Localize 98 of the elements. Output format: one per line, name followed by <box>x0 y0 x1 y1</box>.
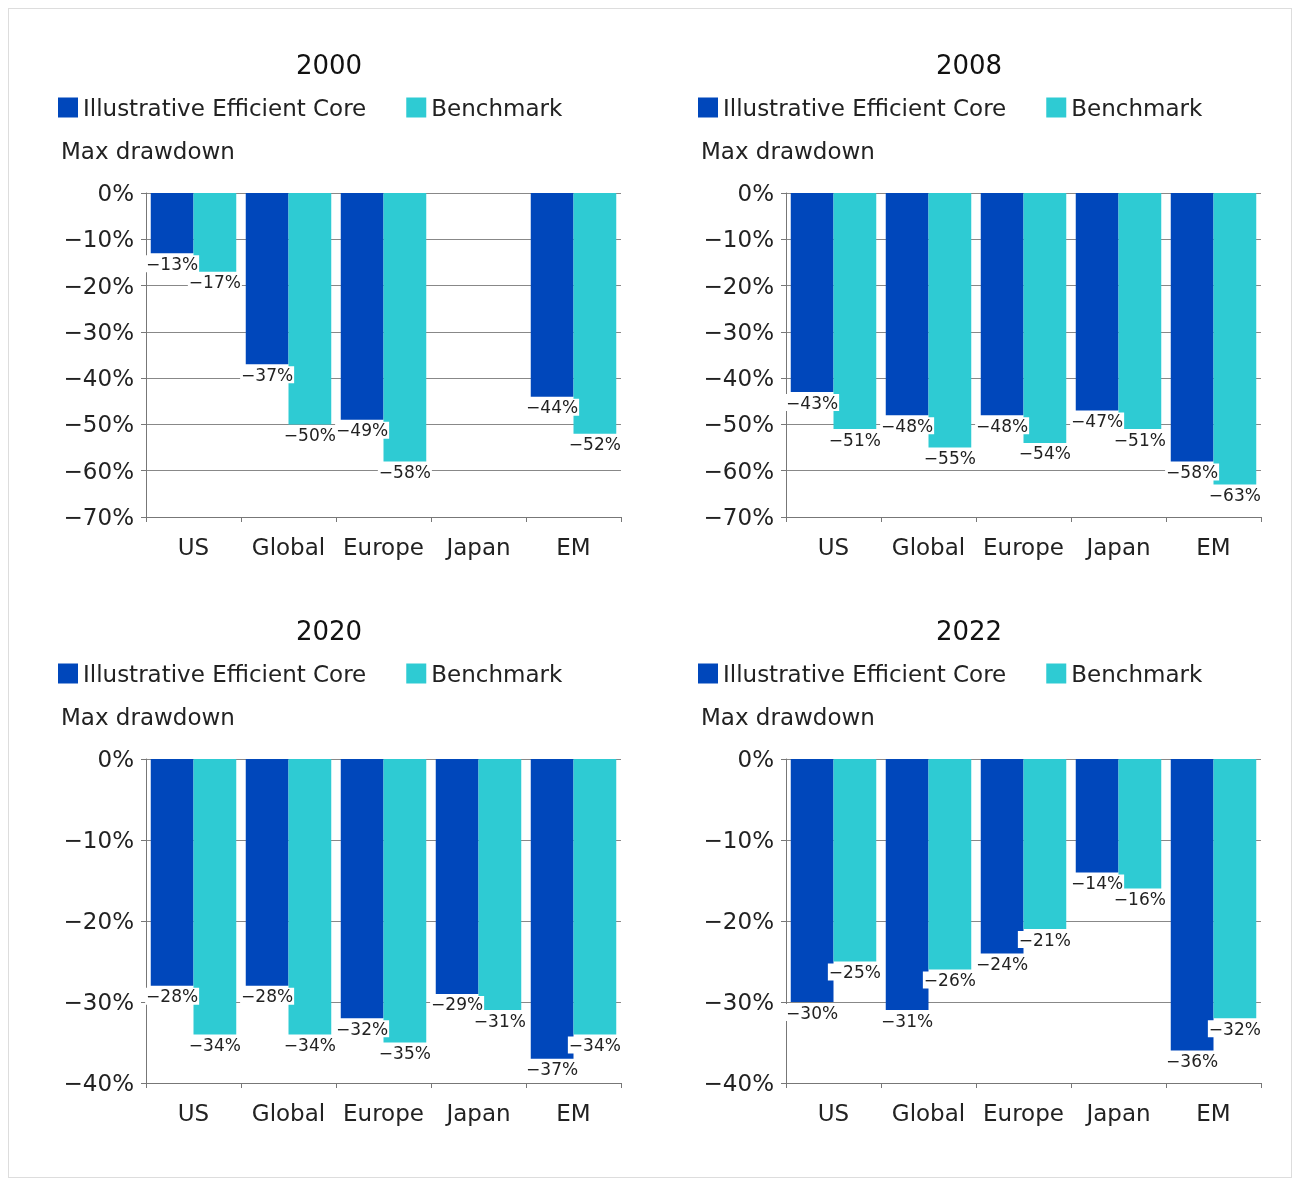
legend-label: Illustrative Efficient Core <box>83 94 367 121</box>
y-tick-label: −70% <box>63 504 134 530</box>
y-axis-title: Max drawdown <box>701 137 875 164</box>
legend-label: Benchmark <box>1071 94 1203 121</box>
y-tick-label: −60% <box>63 457 134 484</box>
x-tick-label: Global <box>891 1099 966 1126</box>
x-tick-label: US <box>817 533 850 560</box>
chart-title: 2022 <box>935 616 1003 646</box>
data-label: −48% <box>976 415 1029 436</box>
chart-title: 2000 <box>295 50 363 80</box>
data-label: −36% <box>1166 1051 1219 1072</box>
x-tick-label: Japan <box>444 1099 511 1126</box>
data-label: −14% <box>1071 872 1124 893</box>
data-label: −37% <box>526 1059 579 1080</box>
data-label: −52% <box>568 434 621 455</box>
data-label: −43% <box>786 392 839 413</box>
data-label: −47% <box>1071 411 1124 432</box>
legend-label: Illustrative Efficient Core <box>83 660 367 687</box>
data-label: −34% <box>283 1034 336 1055</box>
legend-label: Benchmark <box>431 660 563 687</box>
x-tick-label: Europe <box>343 533 424 560</box>
chart-title: 2008 <box>935 50 1003 80</box>
y-tick-label: −50% <box>63 411 134 438</box>
y-tick-label: −40% <box>703 1070 774 1096</box>
y-tick-label: −40% <box>703 365 774 392</box>
y-tick-label: 0% <box>97 746 134 772</box>
data-label: −31% <box>881 1010 934 1031</box>
data-label: −13% <box>146 253 199 274</box>
x-tick-label: Japan <box>444 533 511 560</box>
y-tick-label: −30% <box>703 989 774 1015</box>
data-label: −44% <box>526 397 579 418</box>
data-label: −28% <box>146 986 199 1007</box>
data-label: −21% <box>1018 929 1071 950</box>
data-label: −24% <box>976 953 1029 974</box>
data-label: −35% <box>378 1043 431 1063</box>
x-tick-label: EM <box>556 1099 591 1126</box>
y-tick-label: −10% <box>703 827 774 853</box>
y-tick-label: −20% <box>63 908 134 934</box>
legend-label: Illustrative Efficient Core <box>723 94 1007 121</box>
data-label: −50% <box>283 424 336 445</box>
data-label: −32% <box>336 1018 389 1039</box>
x-tick-label: Global <box>251 1099 326 1126</box>
y-tick-label: −50% <box>703 411 774 438</box>
data-label: −34% <box>568 1034 621 1055</box>
x-tick-label: Japan <box>1084 1099 1151 1126</box>
y-tick-label: −60% <box>703 457 774 484</box>
legend-label: Benchmark <box>1071 660 1203 687</box>
x-tick-label: US <box>177 533 210 560</box>
x-tick-label: Europe <box>343 1099 424 1126</box>
y-tick-label: 0% <box>97 180 134 206</box>
y-tick-label: −20% <box>703 272 774 299</box>
x-tick-label: EM <box>1196 1099 1231 1126</box>
x-tick-label: EM <box>1196 533 1231 560</box>
y-tick-label: −10% <box>703 226 774 253</box>
y-tick-label: 0% <box>737 180 774 206</box>
data-label: −30% <box>786 1002 839 1023</box>
y-axis-title: Max drawdown <box>701 703 875 730</box>
data-label: −34% <box>188 1034 241 1055</box>
y-tick-label: −30% <box>63 989 134 1015</box>
y-tick-label: −40% <box>63 1070 134 1096</box>
y-tick-label: 0% <box>737 746 774 772</box>
chart-title: 2020 <box>295 616 363 646</box>
x-tick-label: Japan <box>1084 533 1151 560</box>
x-tick-label: Europe <box>983 533 1064 560</box>
data-label: −37% <box>241 364 294 385</box>
y-axis-title: Max drawdown <box>61 703 235 730</box>
x-tick-label: Global <box>251 533 326 560</box>
data-label: −58% <box>1166 461 1219 482</box>
data-label: −17% <box>188 272 241 293</box>
data-label: −25% <box>828 962 881 982</box>
y-tick-label: −40% <box>63 365 134 392</box>
data-label: −48% <box>881 415 934 436</box>
data-label: −29% <box>431 994 484 1015</box>
x-tick-label: EM <box>556 533 591 560</box>
x-tick-label: US <box>177 1099 210 1126</box>
data-label: −54% <box>1018 443 1071 464</box>
data-label: −51% <box>828 429 881 450</box>
x-tick-label: US <box>817 1099 850 1126</box>
data-label: −55% <box>923 448 976 469</box>
y-tick-label: −10% <box>63 226 134 253</box>
legend-label: Benchmark <box>431 94 563 121</box>
data-label: −58% <box>378 461 431 482</box>
y-tick-label: −30% <box>703 318 774 345</box>
data-label: −26% <box>923 970 976 991</box>
data-label: −32% <box>1208 1018 1261 1039</box>
data-label: −28% <box>241 986 294 1007</box>
data-label: −63% <box>1208 485 1261 506</box>
y-tick-label: −10% <box>63 827 134 853</box>
y-tick-label: −20% <box>63 272 134 299</box>
y-tick-label: −70% <box>703 504 774 530</box>
x-tick-label: Europe <box>983 1099 1064 1126</box>
y-axis-title: Max drawdown <box>61 137 235 164</box>
legend-label: Illustrative Efficient Core <box>723 660 1007 687</box>
y-tick-label: −20% <box>703 908 774 934</box>
x-tick-label: Global <box>891 533 966 560</box>
y-tick-label: −30% <box>63 318 134 345</box>
data-label: −51% <box>1113 429 1166 450</box>
data-label: −49% <box>336 420 389 441</box>
